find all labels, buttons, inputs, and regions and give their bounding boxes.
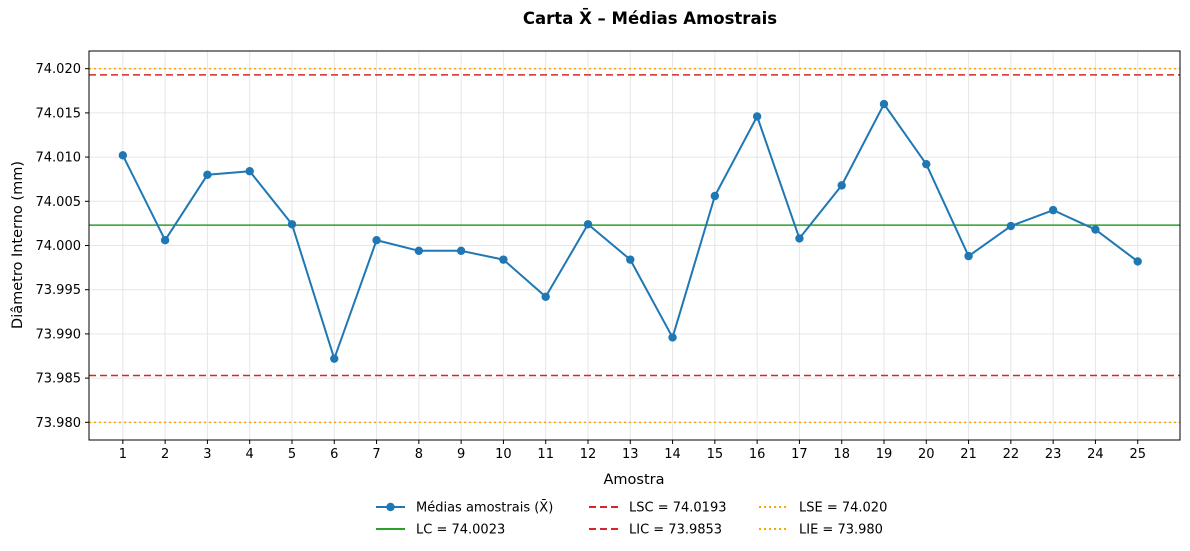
y-tick-label: 73.980: [36, 416, 82, 431]
x-tick-label: 24: [1087, 447, 1104, 462]
y-axis-label: Diâmetro Interno (mm): [10, 161, 26, 329]
data-point: [245, 167, 254, 176]
x-axis-label: Amostra: [603, 472, 664, 488]
x-tick-label: 19: [876, 447, 893, 462]
x-tick-label: 21: [960, 447, 977, 462]
legend-marker: [386, 502, 395, 512]
x-tick-label: 9: [457, 447, 465, 462]
x-tick-label: 16: [749, 447, 766, 462]
legend-label: Médias amostrais (X̄): [416, 500, 553, 515]
data-point: [499, 255, 508, 264]
x-tick-label: 23: [1045, 447, 1062, 462]
data-point: [414, 246, 424, 256]
x-tick-label: 14: [664, 447, 681, 462]
chart-title: Carta X̄ – Médias Amostrais: [523, 8, 777, 28]
data-point: [964, 251, 973, 261]
data-point: [668, 333, 677, 342]
data-point: [541, 292, 550, 301]
data-point: [456, 246, 466, 256]
data-point: [287, 220, 297, 229]
x-tick-label: 1: [119, 447, 127, 462]
y-axis-ticks: 73.980 73.985 73.990 73.995 74.000 74.005 74.0…: [36, 62, 89, 431]
legend-label: LIE = 73.980: [799, 523, 883, 538]
x-tick-label: 25: [1129, 447, 1146, 462]
x-tick-label: 15: [707, 447, 724, 462]
y-tick-label: 73.995: [36, 283, 82, 298]
grid: [89, 51, 1180, 440]
y-tick-label: 74.000: [36, 239, 82, 254]
x-tick-label: 2: [161, 447, 169, 462]
data-point: [203, 170, 212, 179]
x-tick-label: 10: [495, 447, 512, 462]
x-tick-label: 18: [833, 447, 850, 462]
y-tick-label: 74.020: [36, 62, 82, 77]
data-point: [583, 220, 593, 229]
data-point: [879, 99, 889, 109]
series-layer: [118, 99, 1142, 363]
data-point: [1048, 205, 1058, 215]
data-point: [372, 235, 381, 245]
y-tick-label: 73.990: [36, 327, 82, 342]
x-tick-label: 17: [791, 447, 808, 462]
x-axis-ticks: 1 2 3 4 5 6 7 8 9 10 11 12 13 14 15 16 17 18 19 20 21 22 23 24 2…: [119, 440, 1146, 462]
x-tick-label: 22: [1003, 447, 1020, 462]
data-point: [1091, 225, 1100, 234]
x-tick-label: 3: [203, 447, 211, 462]
data-point: [710, 191, 720, 201]
y-tick-label: 74.005: [36, 195, 82, 210]
reference-lines: [89, 67, 1180, 424]
legend-label: LSC = 74.0193: [629, 501, 727, 516]
y-tick-label: 74.010: [36, 151, 82, 166]
x-tick-label: 13: [622, 447, 639, 462]
x-tick-label: 11: [537, 447, 554, 462]
y-tick-label: 74.015: [36, 106, 82, 121]
x-tick-label: 4: [246, 447, 254, 462]
x-tick-label: 7: [372, 447, 380, 462]
x-tick-label: 6: [330, 447, 338, 462]
data-point: [160, 235, 170, 245]
data-point: [795, 234, 804, 243]
data-point: [330, 354, 339, 363]
data-point: [626, 255, 635, 264]
legend-label: LSE = 74.020: [799, 501, 887, 516]
legend-label: LIC = 73.9853: [629, 523, 722, 538]
x-tick-label: 20: [918, 447, 935, 462]
legend: Médias amostrais (X̄) LC = 74.0023 LSC = 7…: [376, 500, 887, 538]
x-tick-label: 8: [415, 447, 423, 462]
data-point: [837, 181, 846, 190]
legend-label: LC = 74.0023: [416, 523, 505, 538]
y-tick-label: 73.985: [36, 372, 82, 387]
data-point: [922, 159, 931, 169]
x-tick-label: 12: [580, 447, 597, 462]
data-point: [1133, 257, 1142, 266]
data-point: [1006, 221, 1016, 231]
data-point: [118, 151, 128, 160]
data-point: [752, 112, 762, 121]
x-tick-label: 5: [288, 447, 296, 462]
